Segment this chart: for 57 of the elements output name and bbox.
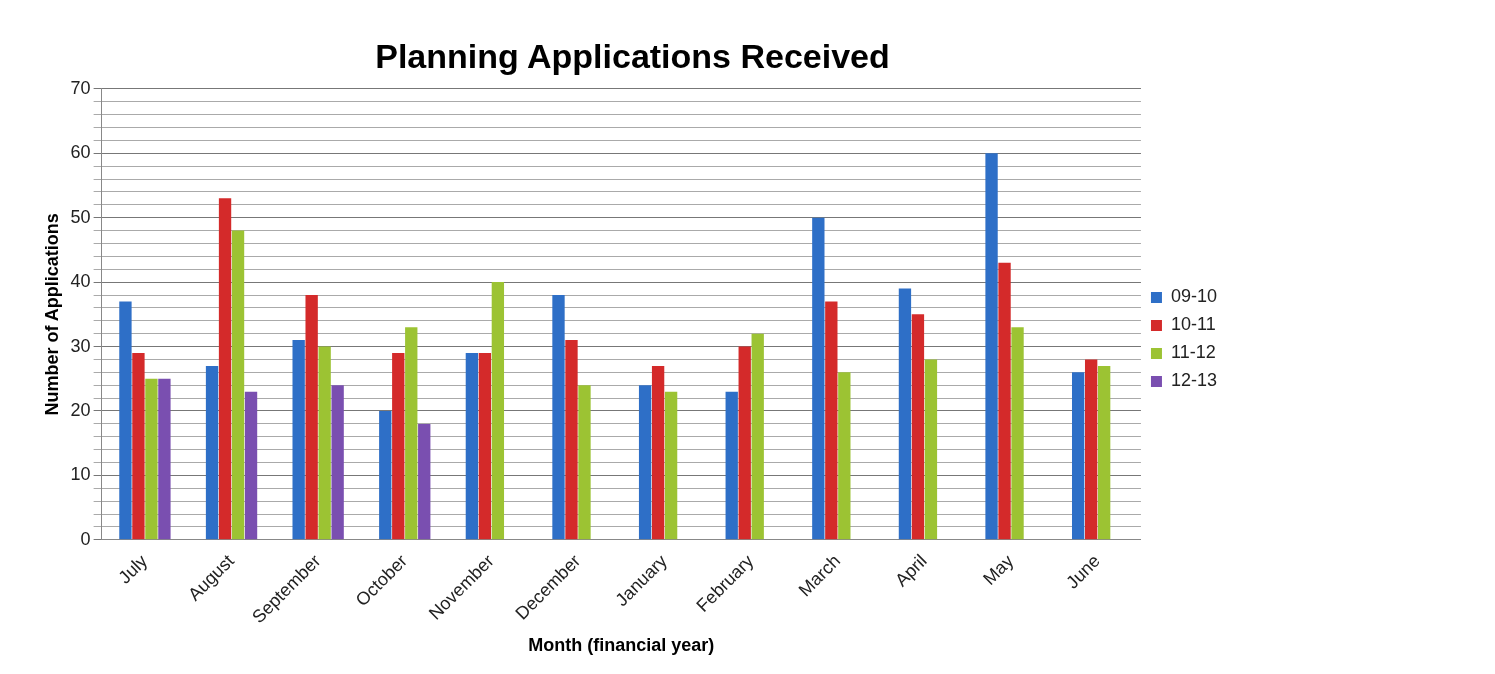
legend-label: 09-10 <box>1170 286 1218 307</box>
bar <box>379 410 392 540</box>
bar <box>1084 359 1098 540</box>
y-tick-label: 40 <box>70 271 91 292</box>
bar <box>825 301 838 540</box>
bar <box>725 391 738 540</box>
bar <box>565 340 578 540</box>
x-tick-label: July <box>114 550 152 588</box>
y-tick-label: 50 <box>70 206 91 227</box>
y-tick-label: 10 <box>70 464 91 485</box>
bar <box>651 365 665 540</box>
y-tick-label: 60 <box>70 142 91 163</box>
bar <box>145 378 158 540</box>
chart-title: Planning Applications Received <box>375 36 890 75</box>
bar <box>924 359 938 540</box>
bar <box>292 340 305 540</box>
bar <box>985 153 998 540</box>
bar <box>552 295 565 540</box>
bar <box>205 365 219 540</box>
bar <box>1097 365 1111 540</box>
bar <box>318 346 331 540</box>
y-tick-label: 70 <box>70 77 91 98</box>
bar <box>132 353 145 540</box>
bar <box>465 353 479 540</box>
bar <box>664 391 678 540</box>
bar <box>244 391 258 540</box>
legend-label: 10-11 <box>1170 314 1216 335</box>
x-tick-label: May <box>979 550 1018 589</box>
bar <box>738 346 751 540</box>
legend-label: 11-12 <box>1170 342 1216 363</box>
bar <box>305 295 318 540</box>
bar <box>392 353 405 540</box>
bar <box>898 288 912 540</box>
bar <box>158 378 171 540</box>
bar <box>405 327 418 540</box>
bar <box>1011 327 1024 540</box>
y-axis-title: Number of Applications <box>41 213 62 416</box>
bar <box>812 217 825 540</box>
bar <box>998 262 1011 540</box>
bar <box>911 314 925 540</box>
x-axis-title: Month (financial year) <box>528 635 715 656</box>
bar <box>331 385 344 540</box>
bar <box>638 385 652 540</box>
y-tick-label: 0 <box>80 528 91 549</box>
y-tick-label: 20 <box>70 399 91 420</box>
legend-label: 12-13 <box>1170 370 1218 391</box>
bar <box>218 198 232 540</box>
bar <box>578 385 591 540</box>
bar <box>119 301 132 540</box>
bar <box>838 372 851 540</box>
bar <box>491 282 505 540</box>
bar <box>231 230 245 540</box>
bar <box>478 353 492 540</box>
y-tick-label: 30 <box>70 335 91 356</box>
bar <box>418 423 431 540</box>
bar <box>1072 372 1085 540</box>
bar <box>751 333 764 540</box>
